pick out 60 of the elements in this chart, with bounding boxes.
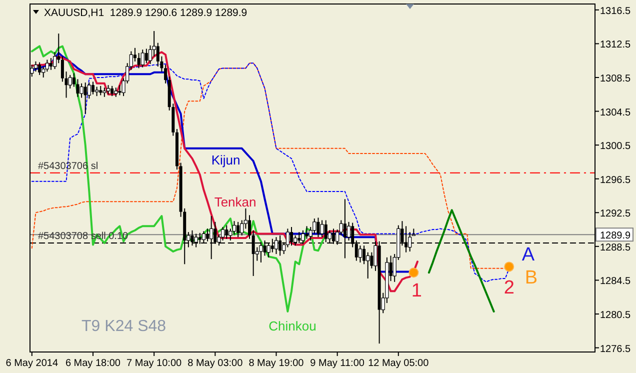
annotation: B: [524, 268, 538, 288]
x-tick-label: 6 May 18:00: [65, 358, 121, 369]
y-tick-label: 1296.5: [600, 174, 632, 186]
candlestick: [34, 60, 38, 72]
candlestick: [362, 245, 366, 265]
line-series: [428, 209, 495, 312]
candlestick: [118, 84, 122, 96]
y-tick-label: 1292.5: [600, 208, 632, 220]
annotation: T9 K24 S48: [82, 318, 166, 335]
candlestick: [49, 58, 52, 70]
candlestick: [164, 64, 168, 84]
candlestick: [102, 87, 106, 98]
y-tick-label: 1284.5: [600, 276, 632, 288]
candlestick: [220, 226, 225, 242]
x-tick-label: 12 May 05:00: [368, 358, 430, 369]
candlestick: [91, 81, 94, 95]
series-label: Chinkou: [268, 318, 316, 334]
candlestick: [106, 84, 110, 95]
candlestick: [236, 221, 240, 238]
y-tick-label: 1304.5: [600, 107, 632, 118]
candlestick: [137, 52, 140, 69]
candlestick: [358, 245, 362, 263]
candlestick: [114, 87, 118, 98]
candlestick: [64, 71, 68, 98]
chart-title: XAUUSD,H1 1289.9 1290.6 1289.9 1289.9: [44, 7, 248, 19]
annotation: A: [522, 244, 535, 266]
x-tick-label: 8 May 03:00: [188, 358, 244, 369]
candlestick: [156, 42, 160, 68]
candlestick: [316, 217, 320, 238]
y-tick-label: 1308.5: [600, 73, 632, 84]
candlestick: [99, 85, 102, 96]
ref-line-label: 1289.9: [600, 230, 632, 242]
y-tick-label: 1276.5: [600, 344, 632, 355]
x-tick-label: 8 May 19:00: [248, 358, 304, 369]
candlestick: [324, 220, 328, 243]
candlestick: [248, 214, 252, 240]
y-tick-label: 1312.5: [600, 40, 632, 51]
candlestick: [38, 62, 42, 76]
candlestick: [140, 49, 144, 68]
candlestick: [320, 220, 324, 238]
candlestick: [60, 56, 64, 82]
candlestick: [206, 228, 210, 242]
series-label: Kijun: [211, 152, 240, 168]
annotation: 1: [411, 280, 422, 302]
candlestick: [110, 85, 114, 97]
candlestick: [366, 252, 370, 280]
x-tick-label: 7 May 10:00: [126, 358, 182, 369]
x-tick-label: 6 May 2014: [6, 358, 58, 369]
candlestick: [84, 82, 87, 114]
y-tick-label: 1280.5: [600, 310, 632, 321]
y-tick-label: 1316.5: [600, 6, 632, 17]
candlestick: [225, 224, 228, 240]
line-series: [30, 45, 327, 312]
annotation: 2: [504, 278, 514, 298]
y-tick-label: 1288.5: [600, 242, 632, 254]
candlestick: [144, 48, 148, 64]
x-tick-label: 9 May 11:00: [310, 358, 365, 369]
candlestick: [305, 226, 308, 240]
y-tick-label: 1300.5: [600, 141, 632, 152]
series-label: Tenkan: [214, 194, 256, 210]
